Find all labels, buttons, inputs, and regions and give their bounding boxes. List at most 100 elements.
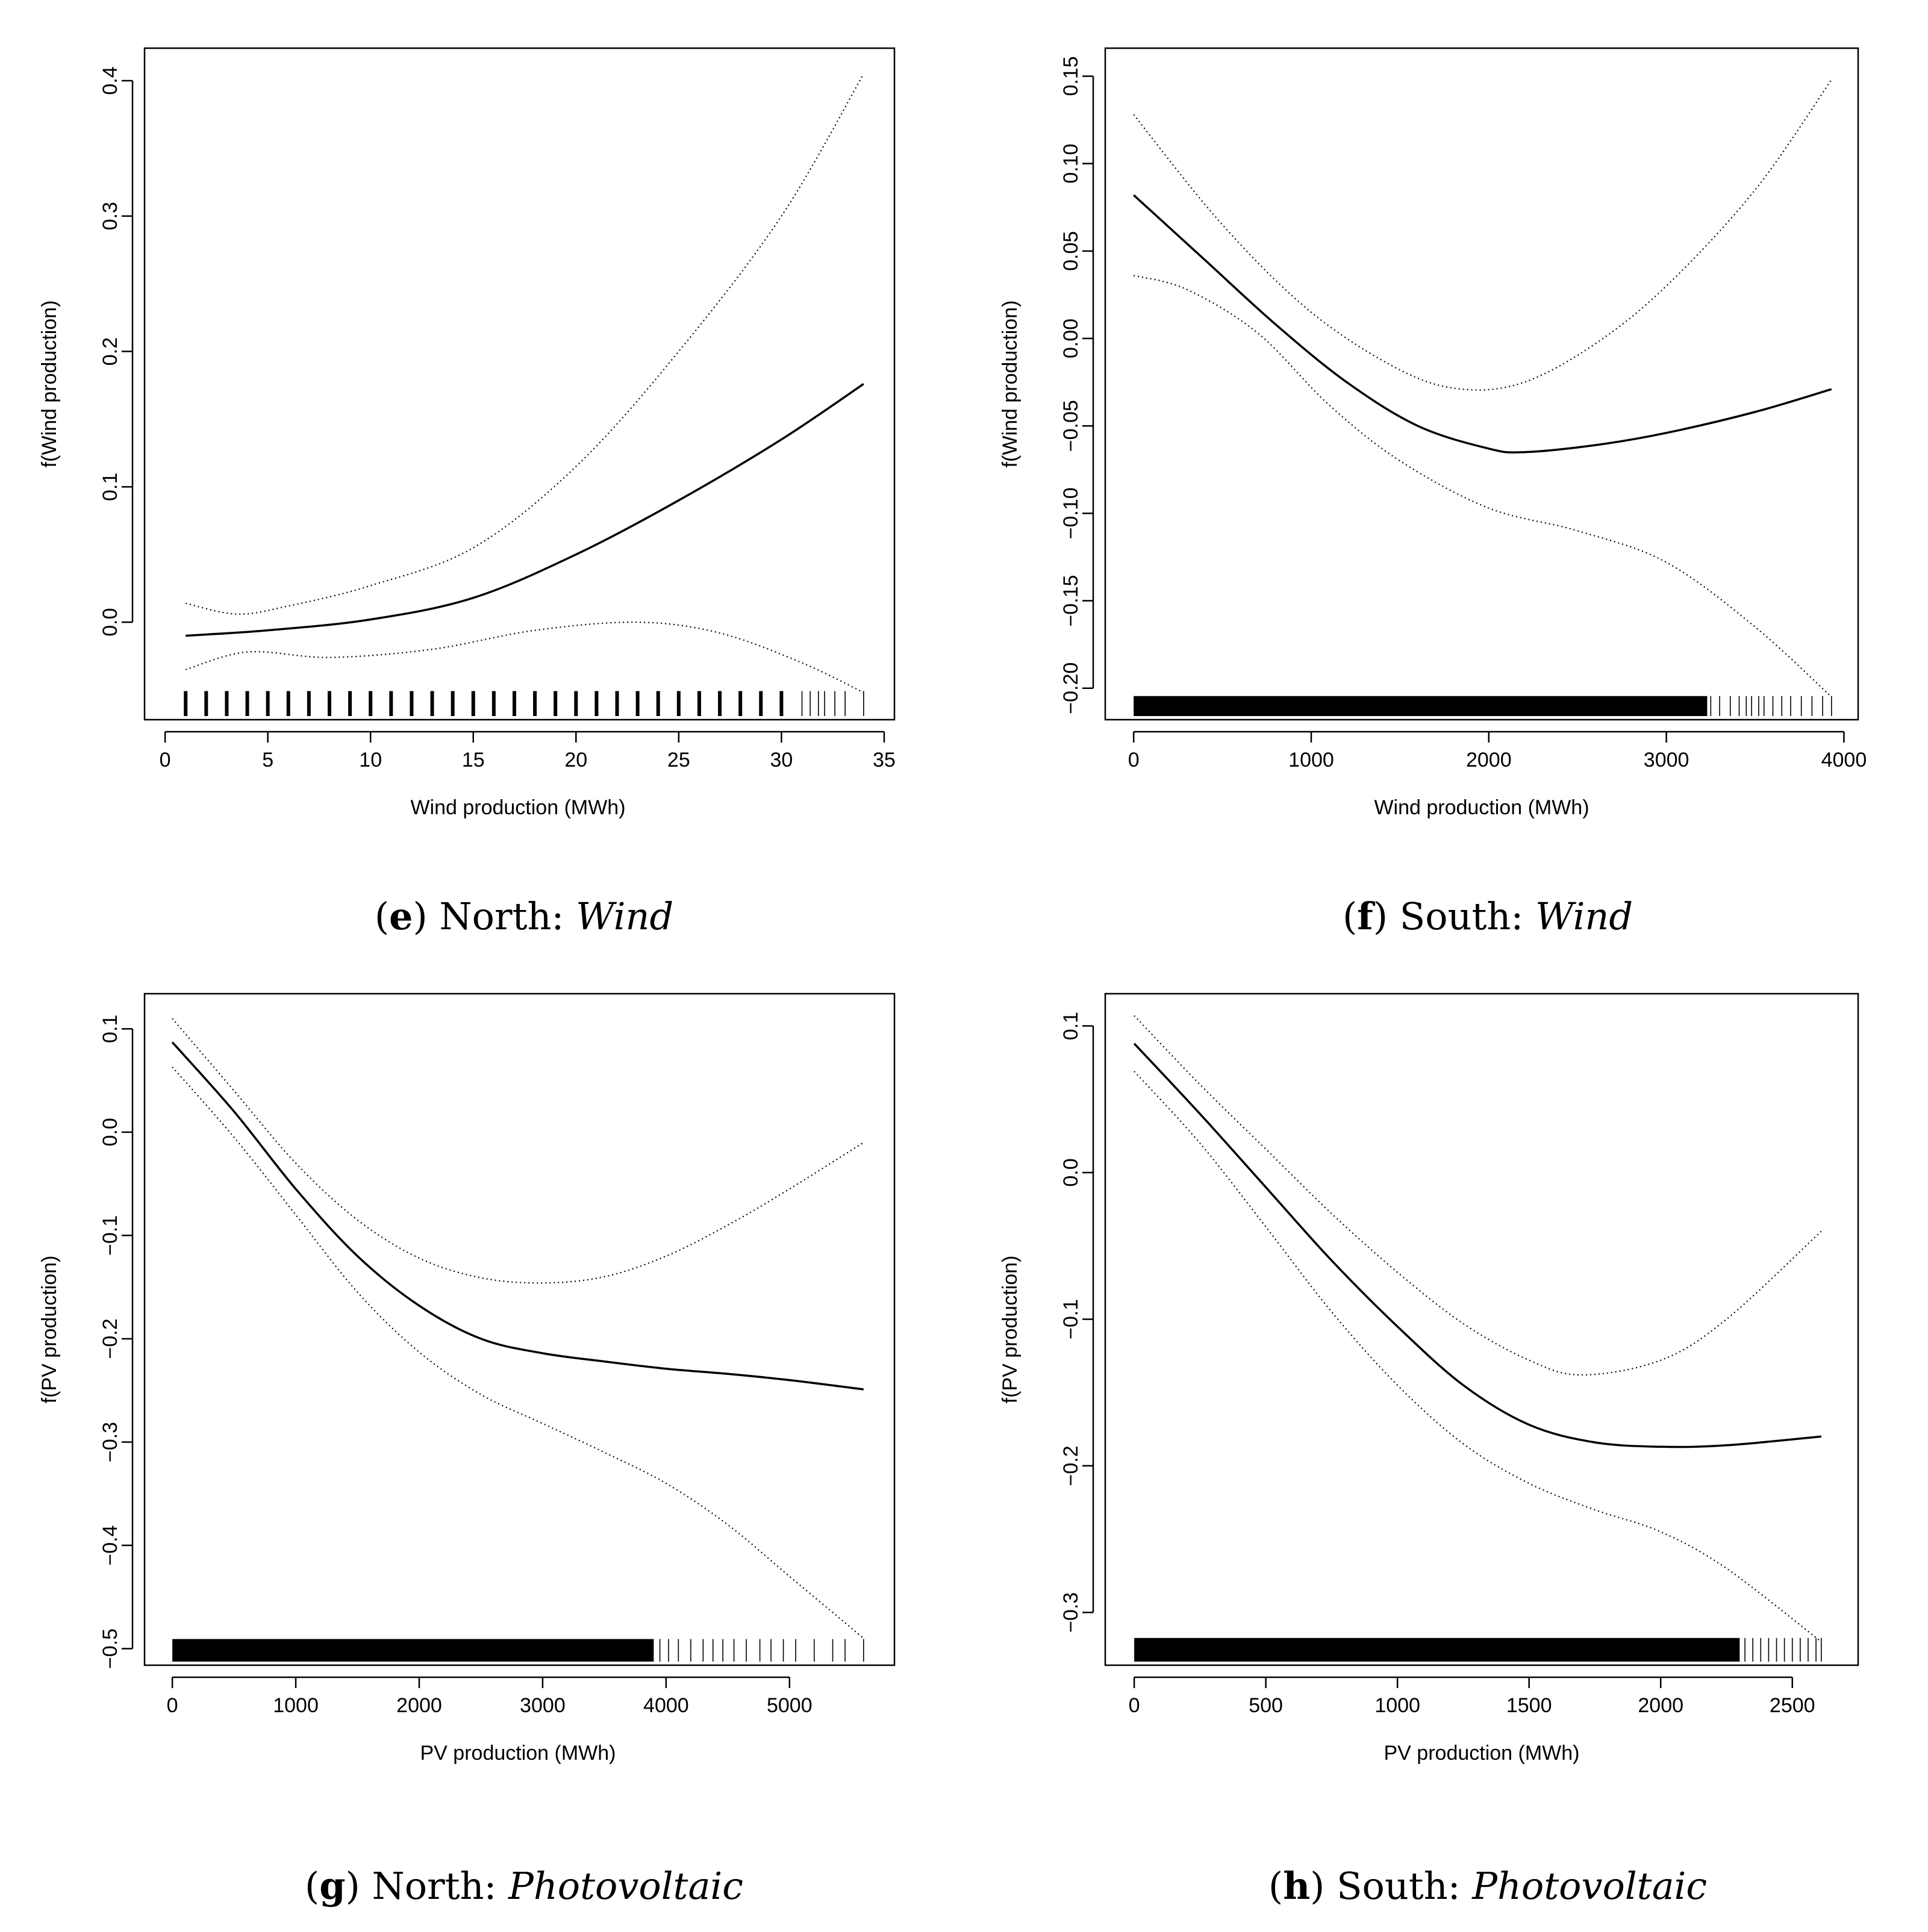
caption-g-region: North: [372,1864,497,1908]
y-axis-label: f(PV production) [38,1256,61,1404]
y-tick-label: −0.5 [99,1628,122,1669]
y-tick-label: 0.1 [1059,1012,1082,1040]
x-tick-label: 500 [1249,1694,1283,1717]
series-upper-line [185,73,864,615]
x-tick-label: 0 [1129,1694,1140,1717]
x-tick-label: 1000 [1288,749,1334,771]
rug-band [1134,696,1708,716]
chart-e: 0 5 10 15 20 25 30 35 Wind production (MWh) 0.0 0.… [38,47,896,819]
x-tick-label: 0 [1128,749,1140,771]
caption-f-region: South: [1399,894,1524,938]
caption-e-label: e [389,894,413,938]
chart-panel-e: 0 5 10 15 20 25 30 35 Wind production (MWh) 0.0 0.… [0,0,964,867]
y-tick-label: 0.4 [99,66,122,95]
chart-panel-h: 0 500 1000 1500 2000 2500 PV production (MWh) −… [976,964,1927,1831]
chart-f: 0 1000 2000 3000 4000 Wind production (MWh) −0… [999,47,1867,819]
caption-f-variable: Wind [1535,894,1633,938]
y-tick-label: 0.00 [1059,319,1082,358]
y-tick-label: 0.0 [1059,1158,1082,1186]
x-tick-label: 2000 [1466,749,1512,771]
chart-panel-f: 0 1000 2000 3000 4000 Wind production (MWh) −0… [976,0,1927,867]
x-tick-label: 4000 [1821,749,1867,771]
y-tick-label: 0.0 [99,1118,122,1146]
rug-band [172,1639,654,1662]
x-tick-label: 3000 [520,1694,566,1717]
series-estimate-line [186,383,864,637]
plot-frame [1104,992,1859,1666]
x-tick-label: 25 [667,749,690,771]
caption-g-variable: Photovoltaic [508,1864,743,1908]
x-tick-label: 30 [770,749,793,771]
rug-band [1134,1638,1740,1662]
y-tick-label: 0.05 [1059,231,1082,271]
x-tick-label: 1500 [1506,1694,1552,1717]
y-axis-label: f(Wind production) [38,301,61,468]
caption-g: (g) North: Photovoltaic [305,1864,743,1908]
x-axis-label: Wind production (MWh) [1374,796,1589,819]
y-tick-label: −0.05 [1059,400,1082,452]
caption-e-region: North: [439,894,564,938]
series-estimate-line [1133,194,1832,453]
x-tick-label: 5 [262,749,273,771]
caption-h: (h) South: Photovoltaic [1268,1864,1708,1908]
x-tick-label: 0 [167,1694,178,1717]
x-tick-label: 35 [873,749,896,771]
plot-frame [1104,47,1859,721]
x-tick-label: 2000 [1638,1694,1683,1717]
y-tick-label: 0.0 [99,608,122,637]
caption-e: (e) North: Wind [374,894,674,938]
x-tick-label: 1000 [273,1694,319,1717]
series-lower-line [1133,275,1832,698]
series-lower-line [172,1067,864,1639]
series-estimate-line [1133,1042,1821,1448]
caption-f: (f) South: Wind [1342,894,1633,938]
x-axis-label: Wind production (MWh) [410,796,625,819]
series-upper-line [1134,1015,1822,1376]
series-upper-line [172,1018,864,1284]
y-tick-label: −0.20 [1059,662,1082,714]
x-tick-label: 15 [462,749,485,771]
plot-frame [143,47,896,721]
y-tick-label: 0.3 [99,202,122,230]
y-tick-label: 0.1 [99,1015,122,1043]
y-tick-label: −0.3 [1059,1592,1082,1633]
chart-g: 0 1000 2000 3000 4000 5000 PV production (MWh)… [38,992,896,1765]
chart-h: 0 500 1000 1500 2000 2500 PV production (MWh) −… [999,992,1859,1765]
caption-g-label: g [319,1864,346,1908]
x-tick-label: 1000 [1374,1694,1420,1717]
y-tick-label: −0.15 [1059,575,1082,627]
chart-panel-g: 0 1000 2000 3000 4000 5000 PV production (MWh)… [0,964,964,1831]
y-tick-label: −0.1 [99,1215,122,1256]
caption-h-region: South: [1337,1864,1461,1908]
x-tick-label: 2000 [396,1694,442,1717]
y-tick-label: 0.2 [99,337,122,366]
series-upper-line [1133,79,1832,391]
series-lower-line [185,621,864,693]
y-tick-label: −0.2 [1059,1445,1082,1486]
y-tick-label: −0.2 [99,1318,122,1359]
y-tick-label: 0.10 [1059,144,1082,184]
plot-frame [143,992,896,1666]
x-axis-label: PV production (MWh) [420,1742,616,1765]
y-tick-label: 0.1 [99,473,122,501]
caption-f-label: f [1357,894,1373,938]
y-axis-label: f(PV production) [999,1256,1022,1404]
x-tick-label: 20 [564,749,587,771]
caption-e-variable: Wind [576,894,674,938]
x-tick-label: 10 [359,749,382,771]
y-tick-label: 0.15 [1059,56,1082,96]
x-tick-label: 0 [160,749,171,771]
x-tick-label: 2500 [1770,1694,1815,1717]
x-tick-label: 3000 [1644,749,1689,771]
y-axis-label: f(Wind production) [999,301,1022,468]
y-tick-label: −0.4 [99,1525,122,1565]
x-tick-label: 5000 [767,1694,813,1717]
caption-h-label: h [1283,1864,1311,1908]
x-tick-label: 4000 [643,1694,689,1717]
x-axis-label: PV production (MWh) [1384,1742,1580,1765]
caption-h-variable: Photovoltaic [1472,1864,1708,1908]
series-lower-line [1134,1071,1822,1642]
series-estimate-line [171,1041,864,1391]
y-tick-label: −0.3 [99,1422,122,1462]
y-tick-label: −0.10 [1059,487,1082,539]
